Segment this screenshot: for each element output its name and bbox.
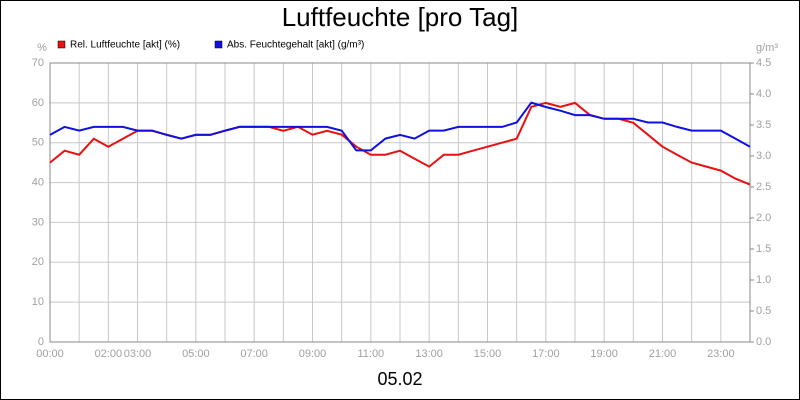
y2-tick-label: 2.5	[756, 181, 771, 193]
x-tick-label: 17:00	[532, 348, 560, 360]
y2-tick-label: 0.5	[756, 305, 771, 317]
y-axis-label: %	[37, 42, 47, 54]
x-tick-label: 23:00	[707, 348, 735, 360]
x-tick-label: 07:00	[240, 348, 268, 360]
x-tick-label: 00:00	[36, 348, 64, 360]
y2-tick-label: 4.0	[756, 88, 771, 100]
x-tick-label: 09:00	[299, 348, 327, 360]
y2-tick-label: 1.0	[756, 274, 771, 286]
series-line	[49, 101, 751, 152]
y2-tick-label: 3.5	[756, 119, 771, 131]
y-tick-label: 30	[32, 216, 44, 228]
x-tick-label: 15:00	[474, 348, 502, 360]
x-tick-label: 13:00	[415, 348, 443, 360]
y2-tick-label: 1.5	[756, 243, 771, 255]
x-tick-label: 02:00	[95, 348, 123, 360]
x-axis-label: 05.02	[377, 369, 422, 389]
y2-axis-label: g/m³	[756, 42, 778, 54]
y-tick-label: 60	[32, 97, 44, 109]
legend-label: Rel. Luftfeuchte [akt] (%)	[70, 40, 180, 51]
y-tick-label: 0	[38, 336, 44, 348]
x-tick-label: 21:00	[649, 348, 677, 360]
legend-swatch	[57, 40, 66, 49]
x-tick-label: 05:00	[182, 348, 210, 360]
x-tick-label: 11:00	[357, 348, 384, 360]
y2-tick-label: 0.0	[756, 336, 771, 348]
y-tick-label: 10	[32, 296, 44, 308]
y-tick-label: 20	[32, 256, 44, 268]
y-tick-label: 50	[32, 137, 44, 149]
legend-label: Abs. Feuchtegehalt [akt] (g/m³)	[227, 40, 364, 51]
y-tick-label: 70	[32, 57, 44, 69]
y2-tick-label: 3.0	[756, 150, 771, 162]
y2-tick-label: 4.5	[756, 57, 771, 69]
y-tick-label: 40	[32, 176, 44, 188]
x-tick-label: 19:00	[590, 348, 618, 360]
chart-title: Luftfeuchte [pro Tag]	[282, 2, 519, 32]
y2-tick-label: 2.0	[756, 212, 771, 224]
legend-swatch	[214, 40, 223, 49]
x-tick-label: 03:00	[124, 348, 152, 360]
plot-border	[49, 62, 751, 343]
